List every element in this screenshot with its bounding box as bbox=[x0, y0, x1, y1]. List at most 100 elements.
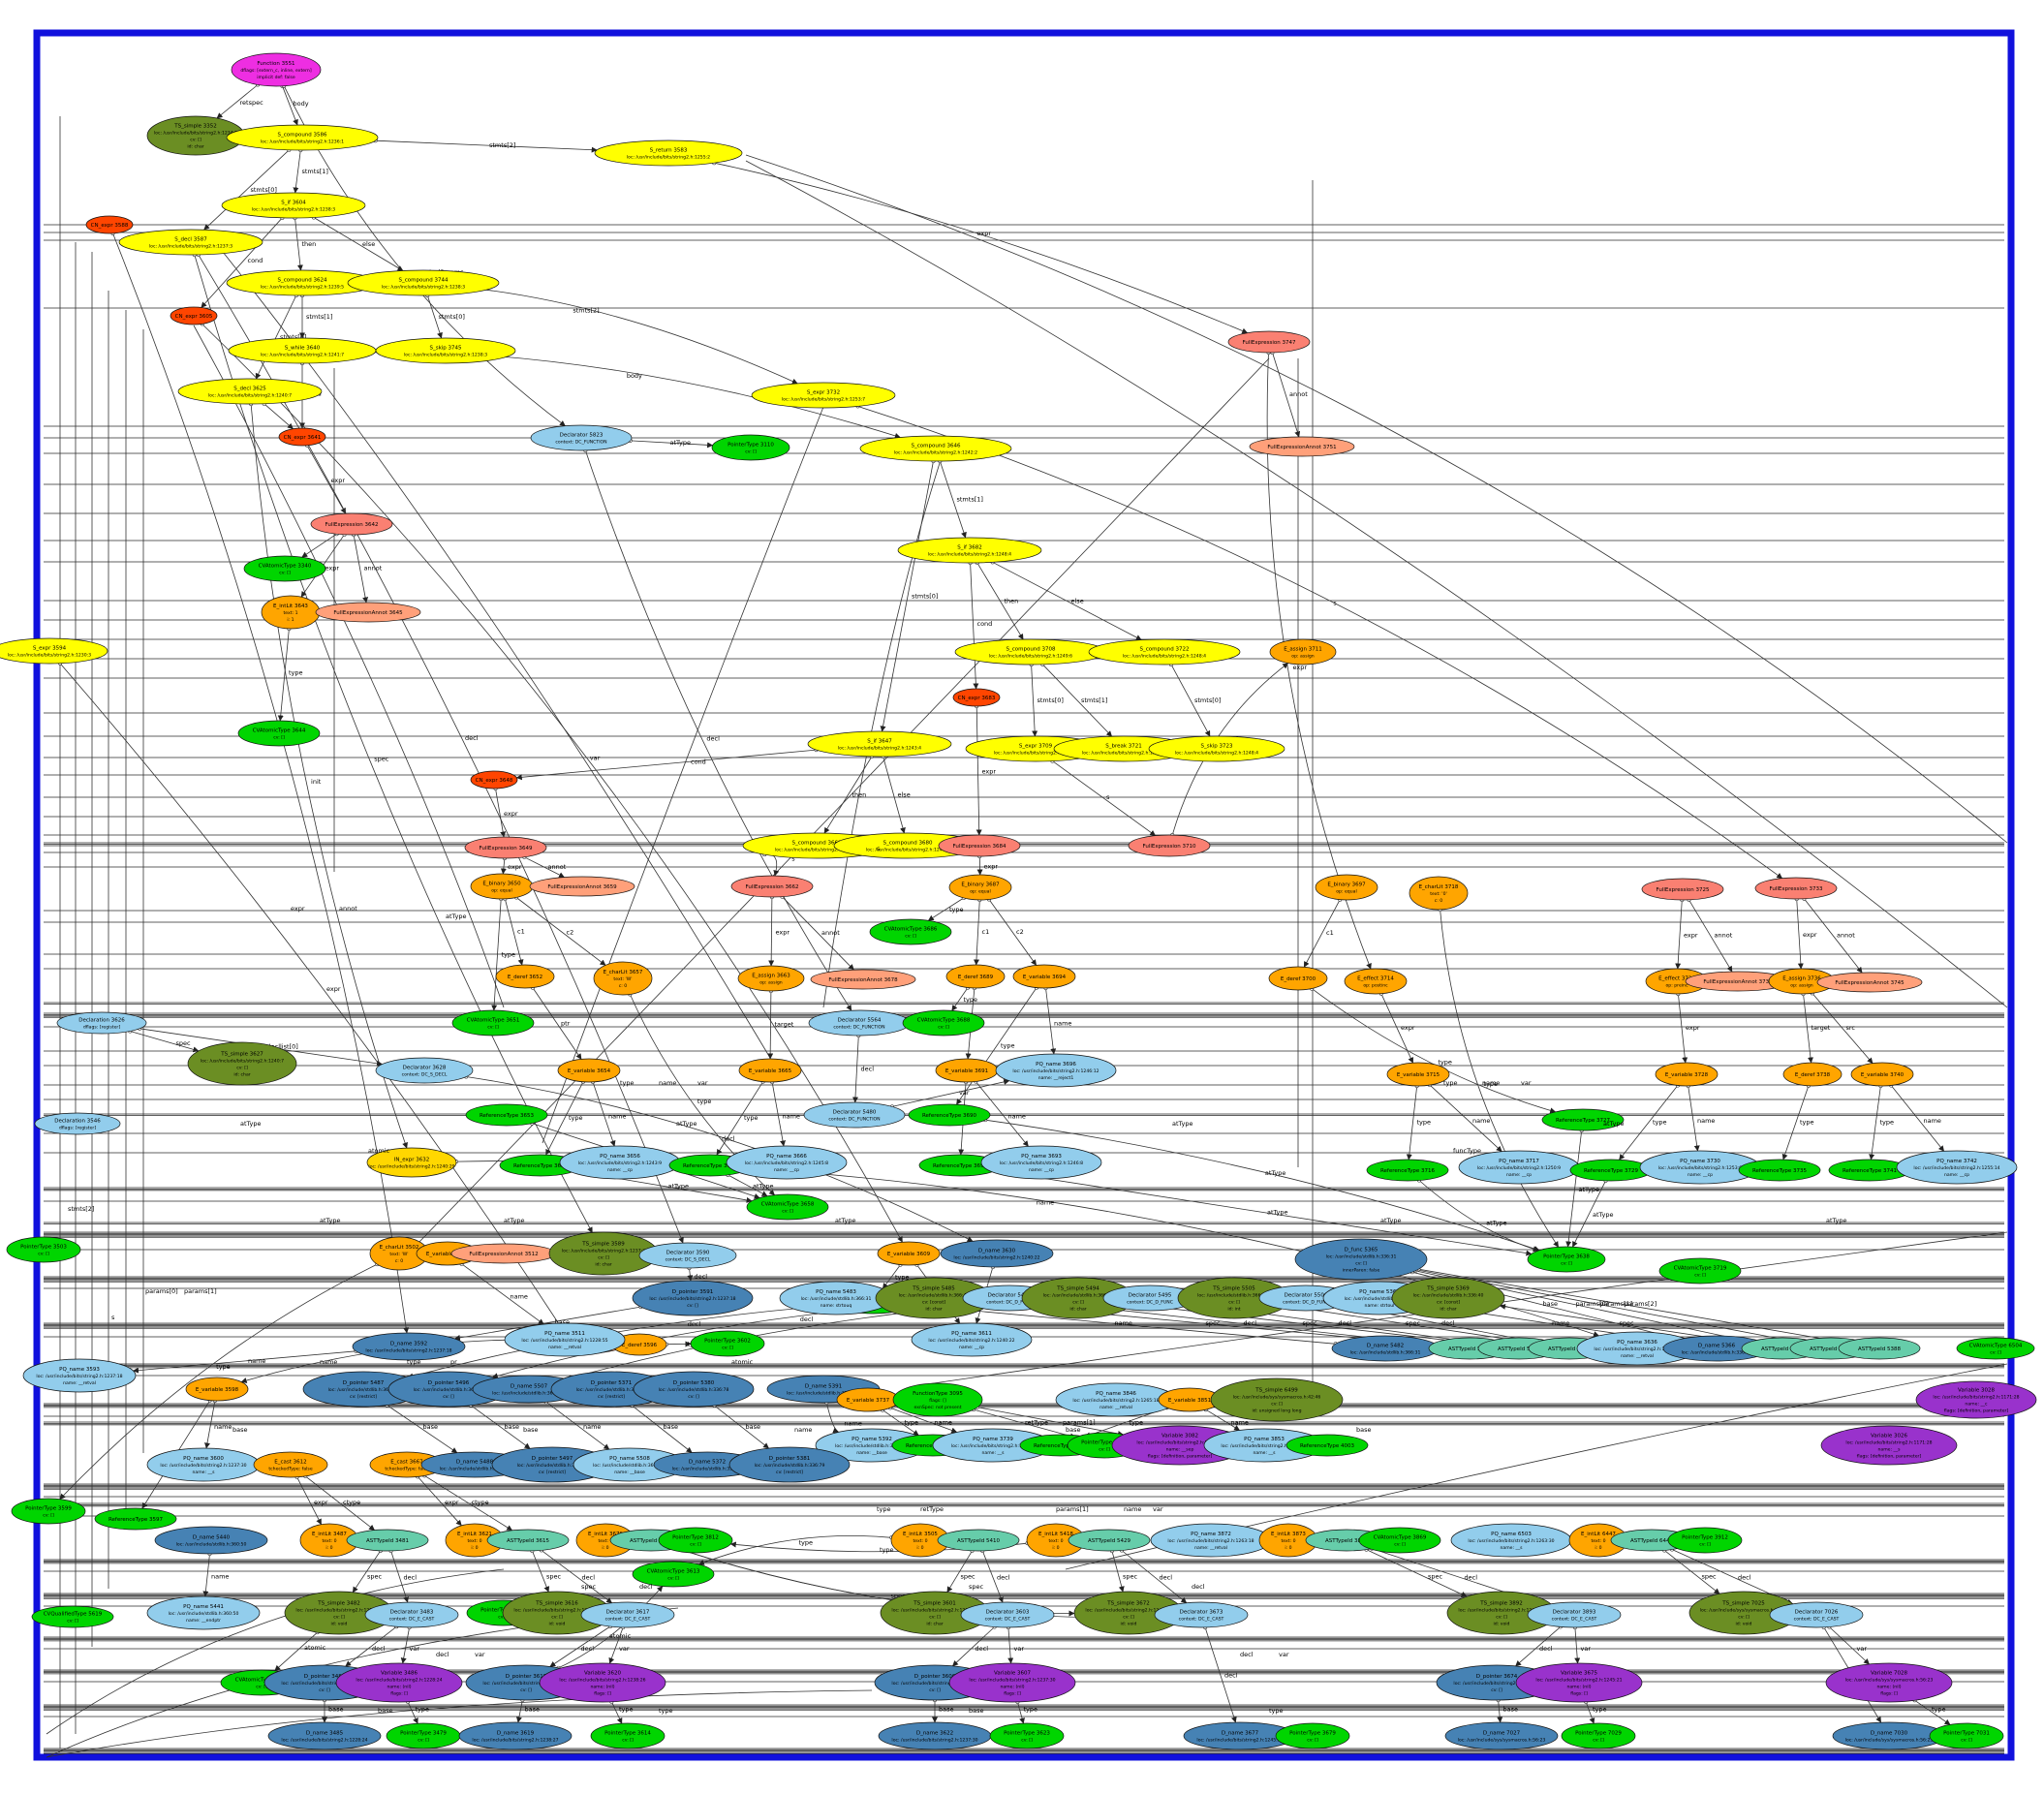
svg-text:Declarator 3603: Declarator 3603 bbox=[986, 1610, 1030, 1616]
edge-label: funcType bbox=[1453, 1147, 1481, 1155]
svg-text:PQ_name 5441: PQ_name 5441 bbox=[183, 1604, 224, 1610]
edge-label: name bbox=[583, 1423, 601, 1431]
svg-text:loc: /usr/include/bits/string2: loc: /usr/include/bits/string2.h:1240:22 bbox=[953, 1255, 1039, 1261]
svg-text:ReferenceType 3597: ReferenceType 3597 bbox=[108, 1517, 164, 1523]
svg-text:ReferenceType 3741: ReferenceType 3741 bbox=[1843, 1168, 1897, 1174]
svg-text:loc: /usr/include/stdlib.h:360: loc: /usr/include/stdlib.h:360:50 bbox=[176, 1542, 247, 1548]
svg-text:context: DC_FUNCTION: context: DC_FUNCTION bbox=[833, 1025, 884, 1031]
svg-text:TS_simple 5494: TS_simple 5494 bbox=[1056, 1286, 1099, 1292]
svg-text:cv: [restrict]: cv: [restrict] bbox=[539, 1470, 566, 1475]
node-E_variable: E_variable 3691 bbox=[935, 1058, 999, 1083]
svg-text:cv: []: cv: [] bbox=[938, 1025, 949, 1031]
graph-edge bbox=[470, 1405, 531, 1449]
svg-text:cv: []: cv: [] bbox=[236, 1066, 248, 1071]
edge-label: type bbox=[1880, 1119, 1895, 1127]
graph-edge bbox=[203, 149, 290, 231]
svg-text:text: 0: text: 0 bbox=[1282, 1538, 1296, 1544]
graph-edge bbox=[545, 1401, 610, 1450]
graph-edge bbox=[1914, 1699, 1951, 1725]
svg-text:op: preinc: op: preinc bbox=[1666, 983, 1688, 989]
svg-text:loc: /usr/include/bits/string2: loc: /usr/include/bits/string2.h:1237:30 bbox=[891, 1738, 977, 1744]
svg-text:loc: /usr/include/sys/sysmacro: loc: /usr/include/sys/sysmacros.h:56:23 bbox=[1845, 1738, 1934, 1744]
svg-text:cv: []: cv: [] bbox=[905, 934, 916, 940]
svg-text:FullExpression 3710: FullExpression 3710 bbox=[1142, 844, 1196, 850]
edge-label: base bbox=[939, 1706, 954, 1714]
svg-text:name: __endptr: name: __endptr bbox=[186, 1618, 221, 1624]
svg-text:E_variable 3665: E_variable 3665 bbox=[749, 1068, 792, 1074]
svg-text:CVAtomicType 3869: CVAtomicType 3869 bbox=[1374, 1535, 1427, 1541]
svg-text:loc: /usr/include/stdlib.h:336: loc: /usr/include/stdlib.h:336:105 bbox=[835, 1443, 909, 1449]
svg-text:E_assign 3663: E_assign 3663 bbox=[752, 974, 790, 979]
svg-text:E_variable 3654: E_variable 3654 bbox=[568, 1068, 611, 1074]
graph-edge bbox=[976, 562, 1024, 640]
graph-edge bbox=[1130, 1301, 1482, 1345]
edge-label: spec bbox=[367, 1573, 383, 1581]
svg-text:name: __base: name: __base bbox=[856, 1450, 887, 1456]
svg-text:S_decl 3587: S_decl 3587 bbox=[174, 237, 207, 243]
svg-text:loc: /usr/include/bits/string2: loc: /usr/include/bits/string2.h:1245:21 bbox=[1085, 1608, 1171, 1614]
svg-text:id: char: id: char bbox=[1069, 1307, 1086, 1313]
svg-text:loc: /usr/include/bits/string2: loc: /usr/include/bits/string2.h:1263:18 bbox=[1167, 1538, 1254, 1544]
svg-text:cv: []: cv: [] bbox=[1123, 1615, 1134, 1621]
svg-text:Declarator 3617: Declarator 3617 bbox=[606, 1610, 650, 1616]
svg-text:op: postinc: op: postinc bbox=[1363, 983, 1388, 989]
svg-text:op: assign: op: assign bbox=[1790, 983, 1813, 989]
graph-edge bbox=[282, 85, 298, 126]
svg-text:op: equal: op: equal bbox=[491, 888, 511, 894]
graph-edge bbox=[1429, 1084, 1502, 1153]
graph-edge bbox=[293, 149, 301, 194]
svg-text:ReferenceType 4003: ReferenceType 4003 bbox=[1300, 1443, 1355, 1449]
edge-label: stmts[0] bbox=[280, 333, 306, 341]
svg-text:i: 0: i: 0 bbox=[1595, 1545, 1601, 1551]
svg-text:op: assign: op: assign bbox=[759, 980, 783, 986]
svg-text:cv: []: cv: [] bbox=[1694, 1273, 1706, 1279]
graph-edge bbox=[541, 1550, 613, 1604]
edge-label: expr bbox=[326, 985, 341, 993]
edge-label: s bbox=[1333, 599, 1337, 606]
svg-text:innerParen: false: innerParen: false bbox=[1343, 1268, 1380, 1274]
graph-edge bbox=[988, 899, 1037, 966]
edge-label: retspec bbox=[240, 99, 264, 107]
graph-edge bbox=[1380, 993, 1414, 1064]
edge-label: annot bbox=[548, 863, 567, 871]
graph-edge bbox=[1418, 1180, 1539, 1253]
svg-text:loc: /usr/include/bits/string2: loc: /usr/include/bits/string2.h:1237:30 bbox=[969, 1678, 1055, 1684]
svg-text:name: (nil): name: (nil) bbox=[1566, 1685, 1591, 1690]
graph-edge bbox=[306, 445, 347, 514]
svg-text:cv: []: cv: [] bbox=[279, 571, 291, 576]
edge-label: then bbox=[302, 240, 317, 248]
svg-text:name: __cp: name: __cp bbox=[959, 1346, 984, 1350]
svg-text:D_pointer 5371: D_pointer 5371 bbox=[591, 1380, 632, 1386]
graph-edge bbox=[558, 1586, 664, 1669]
edge-label: params[1] bbox=[1600, 1300, 1633, 1308]
node-ReferenceType: ReferenceType 3597 bbox=[94, 1507, 177, 1531]
svg-text:name: __s: name: __s bbox=[1253, 1451, 1276, 1456]
edge-label: type bbox=[1653, 1119, 1667, 1127]
svg-text:CVAtomicType 3658: CVAtomicType 3658 bbox=[761, 1202, 815, 1208]
node-FullExpressionAnnot: FullExpressionAnnot 3512 bbox=[450, 1243, 557, 1264]
svg-text:tcheckedType: false: tcheckedType: false bbox=[268, 1467, 312, 1472]
edge-label: type bbox=[407, 1358, 421, 1366]
svg-text:loc: /usr/include/bits/string2: loc: /usr/include/bits/string2.h:1263:30 bbox=[1468, 1538, 1554, 1544]
graph-edge bbox=[1688, 1085, 1700, 1152]
svg-text:cv: []: cv: [] bbox=[1072, 1300, 1084, 1306]
graph-edge bbox=[1205, 1408, 1241, 1431]
graph-edge bbox=[466, 1076, 974, 1242]
svg-text:context: DC_E_CAST: context: DC_E_CAST bbox=[1794, 1617, 1840, 1623]
edge-label: base bbox=[555, 1318, 571, 1326]
edge-label: body bbox=[294, 100, 309, 108]
graph-edge bbox=[1869, 1085, 1881, 1161]
edge-label: type bbox=[1483, 1080, 1498, 1088]
